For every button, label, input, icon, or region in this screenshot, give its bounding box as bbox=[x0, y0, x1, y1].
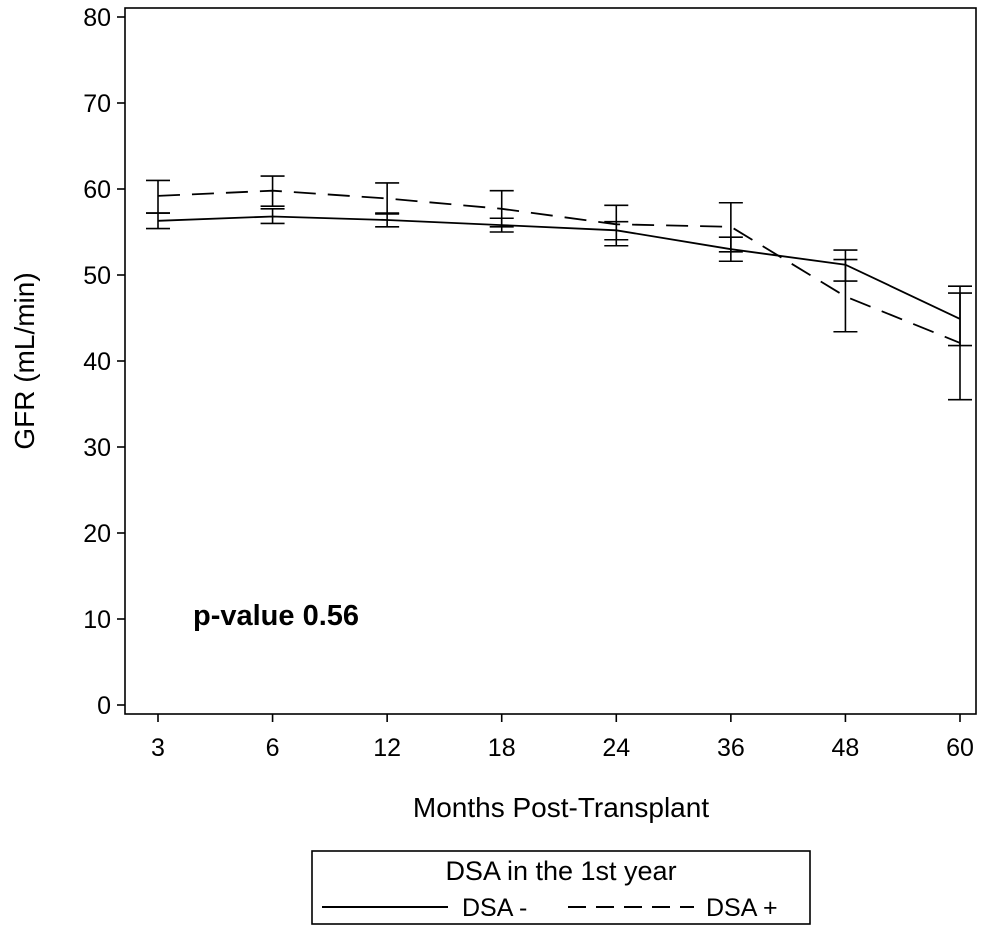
series-line-dsa-positive bbox=[157, 189, 961, 344]
y-tick-label: 80 bbox=[83, 4, 111, 32]
legend-title: DSA in the 1st year bbox=[445, 856, 676, 886]
x-axis-title: Months Post-Transplant bbox=[413, 792, 709, 823]
y-axis-title: GFR (mL/min) bbox=[9, 272, 40, 449]
y-tick-label: 20 bbox=[83, 520, 111, 548]
x-tick-label: 36 bbox=[717, 734, 745, 762]
legend-box bbox=[311, 850, 811, 925]
x-tick-label: 3 bbox=[151, 734, 165, 762]
y-tick-label: 60 bbox=[83, 176, 111, 204]
x-tick-label: 24 bbox=[602, 734, 630, 762]
y-tick-label: 10 bbox=[83, 606, 111, 634]
y-tick-label: 40 bbox=[83, 348, 111, 376]
error-bars bbox=[146, 175, 972, 401]
x-tick-label: 6 bbox=[266, 734, 280, 762]
legend-label-dsa-negative: DSA - bbox=[462, 894, 527, 922]
series-line-dsa-negative bbox=[157, 215, 961, 320]
y-axis: 0 10 20 30 40 50 60 70 80 bbox=[83, 4, 125, 720]
series-lines bbox=[157, 189, 961, 344]
y-tick-label: 30 bbox=[83, 434, 111, 462]
y-tick-label: 50 bbox=[83, 262, 111, 290]
p-value-annotation: p-value 0.56 bbox=[193, 600, 359, 632]
x-tick-label: 60 bbox=[946, 734, 974, 762]
legend: DSA in the 1st year DSA - DSA + bbox=[311, 850, 811, 925]
x-tick-label: 12 bbox=[373, 734, 401, 762]
y-tick-label: 70 bbox=[83, 90, 111, 118]
x-axis: 3 6 12 18 24 36 48 60 bbox=[151, 714, 974, 762]
legend-label-dsa-positive: DSA + bbox=[706, 894, 778, 922]
x-tick-label: 48 bbox=[832, 734, 860, 762]
x-tick-label: 18 bbox=[488, 734, 516, 762]
y-tick-label: 0 bbox=[97, 692, 111, 720]
